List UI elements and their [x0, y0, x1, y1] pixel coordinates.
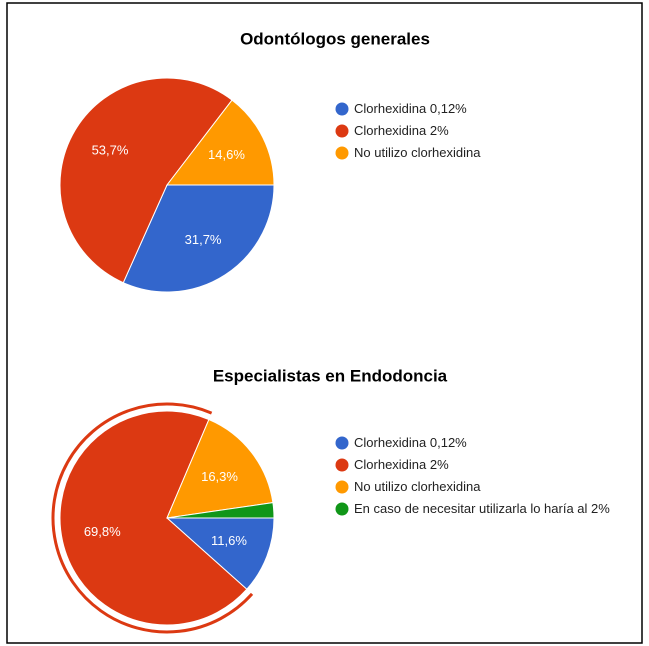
- legend-item: Clorhexidina 0,12%: [354, 435, 467, 450]
- data-label: 69,8%: [84, 524, 121, 539]
- legend-item: Clorhexidina 0,12%: [354, 101, 467, 116]
- pie-slice: [59, 77, 233, 284]
- data-label: 31,7%: [185, 232, 222, 247]
- legend-label: Clorhexidina 2%: [354, 457, 449, 472]
- legend-label: Clorhexidina 0,12%: [354, 435, 467, 450]
- data-label: 14,6%: [208, 147, 245, 162]
- legend-label: No utilizo clorhexidina: [354, 145, 481, 160]
- legend-label: En caso de necesitar utilizarla lo haría…: [354, 501, 610, 516]
- pie-slice: [59, 410, 248, 626]
- legend-label: No utilizo clorhexidina: [354, 479, 481, 494]
- legend-item: No utilizo clorhexidina: [354, 479, 481, 494]
- pie-slice: [166, 418, 274, 519]
- legend-swatch: [335, 502, 349, 516]
- data-label: 53,7%: [92, 142, 129, 157]
- pie-slice: [166, 502, 275, 519]
- legend-swatch: [335, 124, 349, 138]
- legend-swatch: [335, 458, 349, 472]
- pie-slice: [165, 99, 275, 186]
- legend-swatch: [335, 102, 349, 116]
- legend-item: Clorhexidina 2%: [354, 457, 449, 472]
- legend-item: No utilizo clorhexidina: [354, 145, 481, 160]
- legend-item: Clorhexidina 2%: [354, 123, 449, 138]
- chart-title: Especialistas en Endodoncia: [213, 366, 448, 385]
- legend-label: Clorhexidina 2%: [354, 123, 449, 138]
- pie-slice: [165, 517, 275, 590]
- legend-item: En caso de necesitar utilizarla lo haría…: [354, 501, 610, 516]
- data-label: 16,3%: [201, 469, 238, 484]
- data-label: 11,6%: [211, 533, 247, 548]
- chart-title: Odontólogos generales: [240, 29, 430, 48]
- legend-swatch: [335, 436, 349, 450]
- legend-swatch: [335, 480, 349, 494]
- legend-label: Clorhexidina 0,12%: [354, 101, 467, 116]
- legend-swatch: [335, 146, 349, 160]
- highlight-ring: [51, 402, 254, 634]
- pie-slice: [122, 184, 275, 293]
